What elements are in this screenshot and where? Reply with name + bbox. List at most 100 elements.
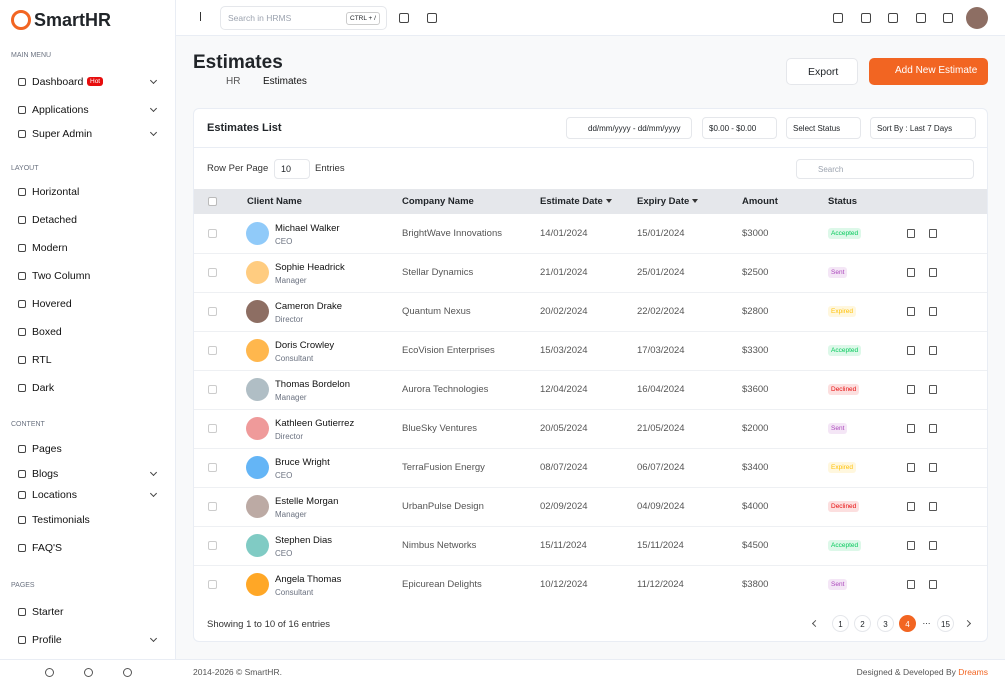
action-icon[interactable] — [907, 541, 915, 550]
top-icon[interactable] — [861, 13, 871, 23]
top-icon[interactable] — [943, 13, 953, 23]
column-header[interactable]: Expiry Date — [637, 196, 690, 207]
filter[interactable]: dd/mm/yyyy - dd/mm/yyyy — [566, 117, 692, 139]
action-icon[interactable] — [907, 307, 915, 316]
action-icon[interactable] — [929, 346, 937, 355]
filter[interactable]: Select Status — [786, 117, 861, 139]
copyright: 2014-2026 © SmartHR. — [193, 667, 282, 677]
action-icon[interactable] — [929, 463, 937, 472]
client-name[interactable]: Thomas Bordelon — [275, 379, 350, 390]
menu-item[interactable]: Horizontal — [32, 186, 80, 198]
top-icon[interactable] — [833, 13, 843, 23]
action-icon[interactable] — [929, 307, 937, 316]
menu-item[interactable]: Boxed — [32, 326, 62, 338]
action-icon[interactable] — [929, 541, 937, 550]
client-name[interactable]: Michael Walker — [275, 223, 340, 234]
credit-brand[interactable]: Dreams — [958, 667, 988, 677]
checkbox[interactable] — [208, 424, 217, 433]
page-button[interactable]: 2 — [854, 615, 871, 632]
estimate-date: 14/01/2024 — [540, 228, 588, 239]
top-icon[interactable] — [399, 13, 409, 23]
checkbox[interactable] — [208, 197, 217, 206]
menu-item[interactable]: Blogs — [32, 468, 59, 480]
action-icon[interactable] — [929, 502, 937, 511]
checkbox[interactable] — [208, 463, 217, 472]
action-icon[interactable] — [907, 502, 915, 511]
action-icon[interactable] — [907, 229, 915, 238]
action-icon[interactable] — [907, 268, 915, 277]
client-name[interactable]: Cameron Drake — [275, 301, 343, 312]
menu-item[interactable]: Dark — [32, 382, 55, 394]
menu-icon — [18, 608, 26, 616]
top-icon[interactable] — [888, 13, 898, 23]
action-icon[interactable] — [929, 385, 937, 394]
add-button[interactable]: Add New Estimate — [869, 58, 988, 85]
client-name[interactable]: Doris Crowley — [275, 340, 335, 351]
action-icon[interactable] — [929, 424, 937, 433]
client-avatar — [246, 417, 269, 440]
checkbox[interactable] — [208, 268, 217, 277]
client-name[interactable]: Kathleen Gutierrez — [275, 418, 355, 429]
menu-item[interactable]: Starter — [32, 606, 64, 618]
expiry-date: 21/05/2024 — [637, 423, 685, 434]
export-button[interactable]: Export — [786, 58, 858, 85]
menu-item[interactable]: Testimonials — [32, 514, 90, 526]
action-icon[interactable] — [907, 385, 915, 394]
page-button[interactable]: 1 — [832, 615, 849, 632]
checkbox[interactable] — [208, 502, 217, 511]
menu-item[interactable]: RTL — [32, 354, 52, 366]
page-button[interactable]: 4 — [899, 615, 916, 632]
sidebar-tool[interactable] — [84, 668, 93, 677]
sidebar-tool[interactable] — [123, 668, 132, 677]
collapse[interactable] — [200, 12, 209, 21]
row-divider — [194, 253, 987, 254]
checkbox[interactable] — [208, 307, 217, 316]
client-avatar — [246, 261, 269, 284]
checkbox[interactable] — [208, 346, 217, 355]
filter[interactable]: Sort By : Last 7 Days — [870, 117, 976, 139]
menu-item[interactable]: Modern — [32, 242, 68, 254]
checkbox[interactable] — [208, 580, 217, 589]
checkbox[interactable] — [208, 541, 217, 550]
sidebar-tool[interactable] — [45, 668, 54, 677]
action-icon[interactable] — [929, 268, 937, 277]
top-icon[interactable] — [427, 13, 437, 23]
column-header[interactable]: Estimate Date — [540, 196, 603, 207]
top-icon[interactable] — [916, 13, 926, 23]
prev[interactable] — [811, 619, 820, 628]
menu-item[interactable]: Hovered — [32, 298, 72, 310]
checkbox[interactable] — [208, 229, 217, 238]
page-button[interactable]: 15 — [937, 615, 954, 632]
action-icon[interactable] — [907, 580, 915, 589]
table-search[interactable]: Search — [796, 159, 974, 179]
filter[interactable]: $0.00 - $0.00 — [702, 117, 777, 139]
client-avatar — [246, 222, 269, 245]
menu-item[interactable]: Two Column — [32, 270, 91, 282]
menu-item[interactable]: Super Admin — [32, 128, 93, 140]
action-icon[interactable] — [907, 346, 915, 355]
menu-item[interactable]: Applications — [32, 104, 89, 116]
next[interactable] — [963, 619, 972, 628]
page-button[interactable]: 3 — [877, 615, 894, 632]
rows-select[interactable]: 10 — [274, 159, 310, 179]
client-name[interactable]: Sophie Headrick — [275, 262, 345, 273]
client-name[interactable]: Angela Thomas — [275, 574, 342, 585]
menu-item[interactable]: Locations — [32, 489, 77, 501]
action-icon[interactable] — [907, 463, 915, 472]
avatar[interactable] — [966, 7, 988, 29]
action-icon[interactable] — [929, 580, 937, 589]
menu-item[interactable]: Pages — [32, 443, 62, 455]
menu-item[interactable]: Profile — [32, 634, 62, 646]
search-box[interactable]: Search in HRMS CTRL + / — [220, 6, 387, 30]
menu-item[interactable]: FAQ'S — [32, 542, 63, 554]
client-name[interactable]: Stephen Dias — [275, 535, 333, 546]
menu-item[interactable]: Detached — [32, 214, 77, 226]
client-name[interactable]: Estelle Morgan — [275, 496, 339, 507]
menu-item[interactable]: Dashboard — [32, 76, 84, 88]
row-divider — [194, 487, 987, 488]
client-name[interactable]: Bruce Wright — [275, 457, 330, 468]
action-icon[interactable] — [907, 424, 915, 433]
action-icon[interactable] — [929, 229, 937, 238]
checkbox[interactable] — [208, 385, 217, 394]
breadcrumb: HR — [226, 76, 241, 87]
